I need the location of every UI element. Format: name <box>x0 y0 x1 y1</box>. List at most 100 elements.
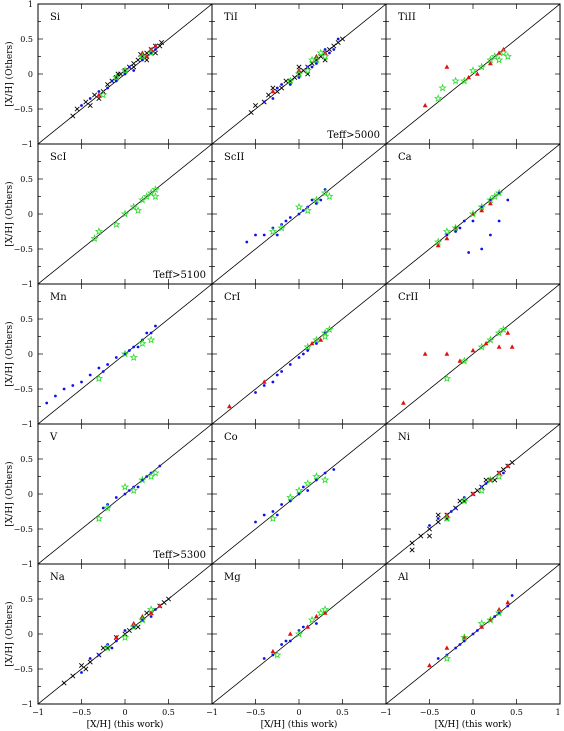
panel-element-label: Na <box>50 572 65 583</box>
star-point <box>94 514 104 523</box>
dot-point <box>262 384 266 387</box>
star-point <box>286 493 295 502</box>
star-point <box>94 374 104 383</box>
star-point <box>307 615 317 624</box>
cross-point <box>296 64 302 70</box>
triangle-point <box>470 347 476 353</box>
y-axis-label: [X/H] (Others) <box>4 461 15 526</box>
star-point <box>468 66 478 75</box>
star-point <box>273 650 282 659</box>
triangle-point <box>488 60 493 66</box>
y-tick-label: −0.5 <box>14 525 33 534</box>
cross-point <box>144 610 150 616</box>
panel-points <box>70 39 165 119</box>
dot-point <box>306 489 310 492</box>
star-point <box>434 237 443 246</box>
dot-point <box>110 646 114 650</box>
star-point <box>477 486 486 495</box>
axis-labels: [X/H] (Others) [X/H] (Others) [X/H] (Other… <box>4 41 511 730</box>
dot-point <box>136 345 140 349</box>
triangle-point <box>444 235 450 241</box>
dot-point <box>315 202 318 205</box>
triangle-point <box>505 330 511 335</box>
panel-points <box>94 464 162 523</box>
dot-point <box>123 72 127 76</box>
y-tick-label: −0.5 <box>14 105 33 114</box>
x-tick-label: −1 <box>32 708 44 717</box>
star-point <box>451 76 460 85</box>
cross-point <box>274 88 280 95</box>
panel-na: Na −1 −0.5 0 0.5 −1 −0.5 0 0.5 <box>14 563 213 717</box>
y-tick-label: −1 <box>21 560 33 569</box>
panel-element-label: TiI <box>224 12 238 23</box>
dot-point <box>123 492 127 496</box>
triangle-point <box>227 403 232 409</box>
dot-point <box>454 506 457 510</box>
x-tick-label: 0 <box>470 708 475 717</box>
y-tick-label: −1 <box>21 140 33 149</box>
dot-point <box>436 517 440 520</box>
y-tick-label: 0.5 <box>20 35 33 44</box>
star-point <box>138 52 147 61</box>
dot-point <box>315 62 318 65</box>
dot-point <box>471 219 475 223</box>
triangle-point <box>422 351 428 356</box>
star-point <box>477 62 486 71</box>
dot-point <box>284 219 288 223</box>
dot-point <box>88 657 92 660</box>
y-tick-label: −0.5 <box>14 665 33 674</box>
dot-point <box>288 216 292 219</box>
dot-point <box>80 104 83 107</box>
panel-element-label: V <box>49 432 58 443</box>
star-point <box>499 48 508 57</box>
triangle-point <box>427 662 432 668</box>
dot-point <box>106 86 109 90</box>
panel-scii: ScII <box>211 143 387 285</box>
cross-point <box>157 43 163 49</box>
star-point <box>468 209 478 218</box>
triangle-point <box>270 88 276 94</box>
panel-teff-note: Teff>5100 <box>153 270 206 281</box>
dot-point <box>462 219 466 223</box>
dot-point <box>97 90 101 93</box>
dot-point <box>332 468 336 471</box>
star-point <box>103 503 112 512</box>
star-point <box>312 472 321 481</box>
dot-point <box>288 363 292 366</box>
triangle-point <box>261 379 267 384</box>
cross-point <box>135 624 141 630</box>
y-tick-label: 0 <box>28 350 33 359</box>
star-point <box>99 90 108 99</box>
y-tick-label: −0.5 <box>14 245 33 254</box>
y-tick-label: −1 <box>21 280 33 289</box>
dot-point <box>275 233 279 237</box>
panel-element-label: Ca <box>398 152 412 163</box>
dot-point <box>471 632 475 636</box>
x-tick-label: 0.5 <box>336 708 349 717</box>
dot-point <box>288 83 292 86</box>
star-point <box>120 349 130 358</box>
triangle-point <box>322 610 328 615</box>
triangle-point <box>157 603 163 608</box>
x-axis-label: [X/H] (this work) <box>435 719 512 730</box>
star-point <box>303 66 312 75</box>
dot-point <box>254 520 257 524</box>
cross-point <box>165 596 172 602</box>
panel-ca: Ca <box>385 143 561 285</box>
panel-cri: CrI <box>211 283 387 425</box>
panel-element-label: Al <box>397 572 408 583</box>
cross-point <box>426 526 433 532</box>
dot-point <box>310 65 314 69</box>
star-point <box>477 202 486 211</box>
dot-point <box>110 79 114 83</box>
panel-si: Si −1 −0.5 0 0.5 1 <box>14 0 213 149</box>
dot-point <box>323 48 327 51</box>
star-point <box>477 619 486 628</box>
y-tick-label: 0.5 <box>20 595 33 604</box>
dot-point <box>145 331 149 335</box>
star-point <box>94 227 104 236</box>
triangle-point <box>470 491 476 496</box>
y-axis-label: [X/H] (Others) <box>4 601 15 666</box>
panel-element-label: Si <box>50 12 60 23</box>
y-tick-label: −1 <box>21 700 33 709</box>
